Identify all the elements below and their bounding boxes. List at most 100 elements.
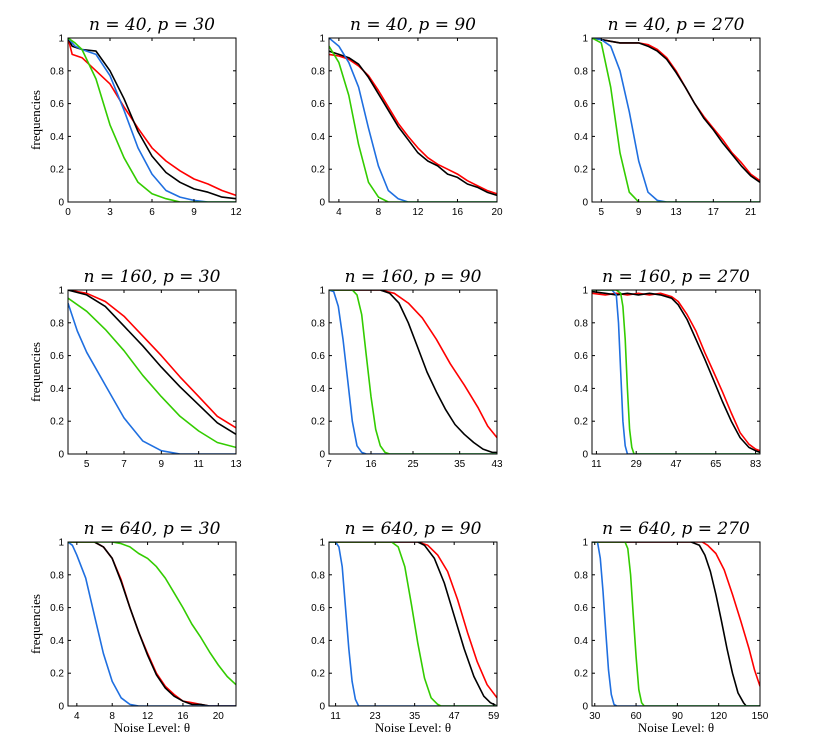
- y-axis-label: frequencies: [28, 342, 43, 402]
- x-tick-label: 6: [149, 207, 155, 218]
- series-line-4: [329, 290, 497, 454]
- y-tick-label: 1: [319, 538, 325, 549]
- y-tick-label: 0.4: [50, 636, 64, 647]
- series-line-3: [68, 302, 236, 454]
- x-tick-label: 43: [491, 459, 503, 470]
- x-tick-label: 4: [336, 207, 342, 218]
- x-tick-label: 16: [177, 711, 189, 722]
- y-tick-label: 0.8: [50, 318, 64, 329]
- y-tick-label: 0.8: [50, 570, 64, 581]
- axes-frame: [591, 541, 761, 707]
- series-group: [68, 38, 236, 202]
- y-tick-label: 0.6: [50, 99, 64, 110]
- x-tick-label: 47: [449, 711, 461, 722]
- series-line-2: [68, 542, 236, 706]
- y-tick-label: 1: [319, 34, 325, 45]
- series-line-4: [592, 38, 760, 202]
- series-group: [68, 542, 236, 706]
- y-tick-label: 0.4: [311, 384, 325, 395]
- subplot-title: n = 640, p = 270: [602, 519, 750, 539]
- x-tick-label: 16: [452, 207, 464, 218]
- y-tick-label: 0.6: [574, 99, 588, 110]
- series-line-4: [68, 542, 236, 686]
- y-tick-label: 0.8: [311, 66, 325, 77]
- series-line-3: [68, 38, 236, 202]
- series-group: [329, 542, 497, 706]
- series-line-1: [68, 38, 236, 197]
- y-tick-label: 0.4: [311, 636, 325, 647]
- y-axis-label: frequencies: [28, 594, 43, 654]
- y-tick-label: 0.8: [311, 318, 325, 329]
- axes-frame: [67, 289, 237, 455]
- y-axis-label: frequencies: [28, 90, 43, 150]
- x-tick-label: 65: [710, 459, 722, 470]
- y-tick-label: 0.4: [50, 384, 64, 395]
- series-line-3: [592, 38, 760, 202]
- x-tick-label: 12: [142, 711, 154, 722]
- series-group: [329, 38, 497, 202]
- x-tick-label: 5: [84, 459, 90, 470]
- y-tick-label: 0.6: [574, 603, 588, 614]
- x-tick-label: 150: [752, 711, 769, 722]
- series-line-4: [68, 38, 236, 202]
- series-line-4: [592, 542, 760, 706]
- series-line-3: [592, 290, 760, 454]
- x-tick-label: 9: [636, 207, 642, 218]
- x-tick-label: 59: [488, 711, 500, 722]
- y-tick-label: 0.2: [574, 165, 588, 176]
- series-line-3: [68, 542, 236, 706]
- y-tick-label: 0.6: [50, 603, 64, 614]
- x-tick-label: 25: [407, 459, 419, 470]
- series-line-1: [592, 542, 760, 687]
- y-tick-label: 0.6: [311, 351, 325, 362]
- y-tick-label: 0.4: [311, 132, 325, 143]
- x-tick-label: 60: [631, 711, 643, 722]
- series-line-1: [329, 290, 497, 439]
- y-tick-label: 0: [582, 702, 588, 713]
- x-tick-label: 35: [454, 459, 466, 470]
- series-line-2: [329, 290, 497, 454]
- x-tick-label: 13: [230, 459, 242, 470]
- series-line-3: [329, 542, 497, 706]
- series-line-1: [68, 290, 236, 429]
- x-axis-label: Noise Level: θ: [375, 720, 451, 735]
- y-tick-label: 0: [319, 702, 325, 713]
- y-tick-label: 0.6: [574, 351, 588, 362]
- axes-frame: [67, 541, 237, 707]
- y-tick-label: 0: [582, 450, 588, 461]
- y-tick-label: 1: [58, 286, 64, 297]
- y-tick-label: 0.4: [574, 132, 588, 143]
- x-tick-label: 47: [670, 459, 682, 470]
- y-tick-label: 0.4: [574, 384, 588, 395]
- y-tick-label: 0: [58, 198, 64, 209]
- x-tick-label: 7: [121, 459, 127, 470]
- series-line-1: [68, 542, 236, 706]
- series-line-4: [329, 542, 497, 706]
- x-tick-label: 17: [708, 207, 720, 218]
- x-tick-label: 8: [376, 207, 382, 218]
- y-tick-label: 0.2: [574, 669, 588, 680]
- x-tick-label: 20: [491, 207, 503, 218]
- y-tick-label: 0.2: [50, 165, 64, 176]
- y-tick-label: 0: [58, 450, 64, 461]
- subplot-title: n = 160, p = 30: [84, 267, 221, 287]
- series-line-2: [329, 50, 497, 197]
- subplot-5: n = 160, p = 90 0 0.2 0.4 0.6 0.8 1 7 16 25 35 43: [311, 267, 503, 470]
- y-tick-label: 0.2: [311, 669, 325, 680]
- x-tick-label: 8: [109, 711, 115, 722]
- x-tick-label: 20: [213, 711, 225, 722]
- y-tick-label: 0.8: [50, 66, 64, 77]
- x-tick-label: 12: [230, 207, 242, 218]
- subplot-3: n = 40, p = 270 0 0.2 0.4 0.6 0.8 1 5 9 13 17 21: [574, 15, 761, 218]
- series-line-1: [592, 38, 760, 182]
- series-group: [592, 38, 760, 202]
- series-line-2: [592, 38, 760, 183]
- x-tick-label: 90: [672, 711, 684, 722]
- y-tick-label: 0.2: [574, 417, 588, 428]
- y-tick-label: 1: [58, 538, 64, 549]
- subplot-4: n = 160, p = 30 0 0.2 0.4 0.6 0.8 1 5 7 9 11 13 freq…: [28, 267, 242, 470]
- y-tick-label: 1: [319, 286, 325, 297]
